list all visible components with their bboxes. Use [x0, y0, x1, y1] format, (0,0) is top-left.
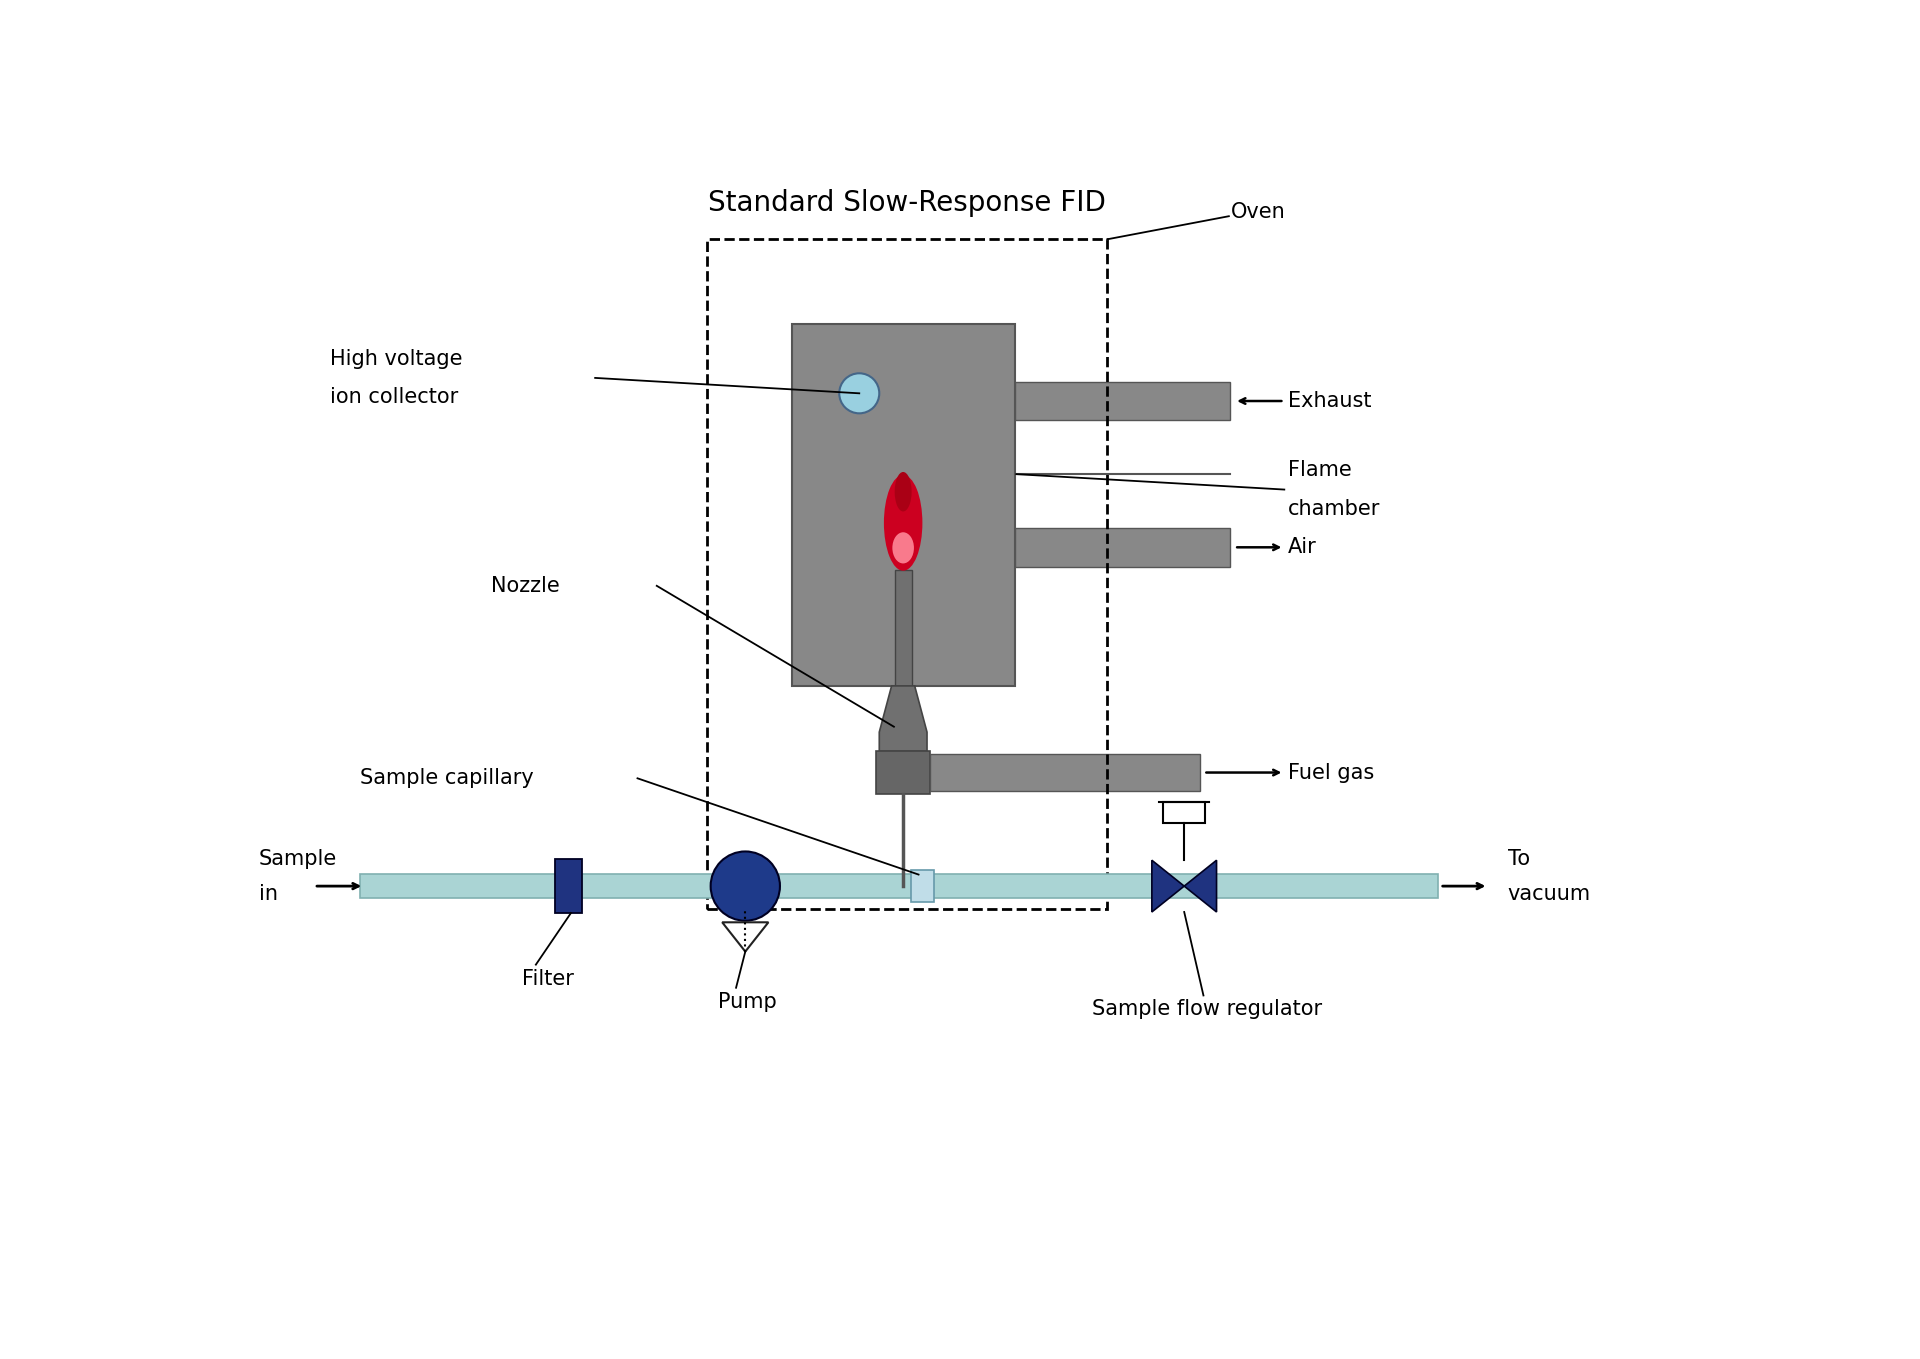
Bar [929, 754, 1200, 791]
Text: Oven: Oven [1231, 202, 1284, 223]
Bar [1164, 802, 1206, 824]
Text: Standard Slow-Response FID: Standard Slow-Response FID [708, 189, 1106, 217]
Bar [361, 874, 1438, 898]
Bar [910, 870, 933, 902]
Text: Air: Air [1288, 537, 1317, 557]
Text: Flame: Flame [1288, 461, 1352, 480]
Text: ion collector: ion collector [330, 387, 457, 408]
Text: Fuel gas: Fuel gas [1288, 762, 1375, 783]
Text: Sample flow regulator: Sample flow regulator [1092, 999, 1323, 1019]
Bar [895, 571, 912, 686]
Ellipse shape [883, 476, 922, 571]
Bar [791, 323, 1016, 686]
Text: Sample: Sample [259, 849, 336, 870]
Bar [1016, 382, 1231, 420]
Text: High voltage: High voltage [330, 349, 463, 368]
Polygon shape [1152, 860, 1185, 912]
Text: chamber: chamber [1288, 499, 1380, 519]
Bar [707, 239, 1108, 909]
Text: vacuum: vacuum [1507, 883, 1592, 904]
Ellipse shape [893, 533, 914, 564]
Polygon shape [879, 686, 927, 752]
Text: Sample capillary: Sample capillary [361, 768, 534, 788]
Bar [1016, 529, 1231, 567]
Ellipse shape [710, 852, 780, 921]
Ellipse shape [895, 472, 912, 511]
Text: Nozzle: Nozzle [492, 576, 561, 595]
Bar [555, 859, 582, 913]
Bar [876, 752, 929, 794]
Text: Exhaust: Exhaust [1288, 391, 1371, 410]
Polygon shape [1185, 860, 1217, 912]
Text: in: in [259, 883, 278, 904]
Circle shape [839, 374, 879, 413]
Text: Filter: Filter [522, 969, 574, 988]
Text: Pump: Pump [718, 992, 778, 1011]
Text: To: To [1507, 849, 1530, 870]
